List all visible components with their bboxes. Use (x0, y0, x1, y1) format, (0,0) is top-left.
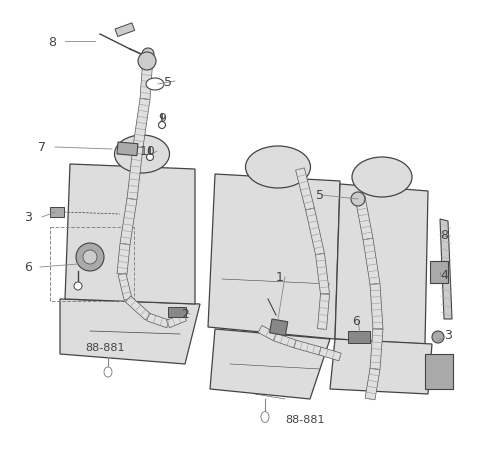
Text: 5: 5 (316, 189, 324, 202)
Polygon shape (118, 274, 132, 300)
Polygon shape (60, 300, 200, 364)
Bar (430, 262, 448, 283)
Bar (50, 207, 64, 218)
Polygon shape (370, 329, 383, 369)
Polygon shape (210, 329, 330, 399)
Polygon shape (294, 340, 321, 355)
Bar (168, 307, 186, 317)
Text: 8: 8 (48, 36, 56, 49)
Polygon shape (370, 284, 383, 330)
Text: 88-881: 88-881 (85, 342, 125, 352)
Polygon shape (317, 294, 329, 330)
Polygon shape (127, 147, 143, 200)
Polygon shape (133, 99, 150, 149)
Polygon shape (365, 369, 380, 400)
Polygon shape (117, 244, 130, 275)
Polygon shape (296, 169, 314, 211)
Bar (425, 354, 453, 389)
Polygon shape (440, 219, 452, 319)
Polygon shape (120, 199, 137, 245)
Bar (117, 143, 138, 156)
Ellipse shape (146, 79, 164, 91)
Circle shape (351, 193, 365, 206)
Polygon shape (330, 339, 432, 394)
Circle shape (76, 244, 104, 271)
Ellipse shape (150, 82, 160, 88)
Ellipse shape (261, 412, 269, 423)
Ellipse shape (115, 136, 169, 174)
Text: 6: 6 (352, 315, 360, 328)
Bar (348, 332, 370, 343)
Polygon shape (319, 347, 341, 361)
Text: 8: 8 (440, 229, 448, 242)
Polygon shape (125, 296, 151, 320)
Polygon shape (147, 313, 169, 328)
Text: 5: 5 (164, 75, 172, 88)
Polygon shape (363, 239, 380, 285)
Ellipse shape (104, 367, 112, 377)
Bar (270, 319, 288, 336)
Circle shape (146, 154, 154, 161)
Circle shape (432, 332, 444, 343)
Polygon shape (167, 313, 187, 328)
Circle shape (138, 53, 156, 71)
Polygon shape (140, 57, 153, 100)
Circle shape (142, 49, 154, 61)
Circle shape (83, 250, 97, 264)
Polygon shape (315, 254, 329, 295)
Bar (115, 24, 135, 38)
Polygon shape (258, 326, 277, 341)
Ellipse shape (245, 147, 311, 188)
Polygon shape (335, 185, 428, 344)
Text: 6: 6 (24, 261, 32, 274)
Circle shape (74, 282, 82, 290)
Text: 3: 3 (24, 211, 32, 224)
Text: 4: 4 (440, 269, 448, 282)
Polygon shape (306, 208, 324, 256)
Ellipse shape (352, 158, 412, 198)
Polygon shape (65, 165, 195, 304)
Text: 7: 7 (38, 141, 46, 154)
Polygon shape (274, 333, 296, 348)
Text: 2: 2 (181, 308, 189, 321)
Text: 3: 3 (444, 329, 452, 342)
Circle shape (158, 122, 166, 129)
Polygon shape (208, 175, 340, 339)
Text: 10: 10 (140, 145, 156, 158)
Polygon shape (355, 197, 373, 240)
Text: 1: 1 (276, 271, 284, 284)
Text: 9: 9 (158, 111, 166, 124)
Text: 88-881: 88-881 (285, 414, 325, 424)
